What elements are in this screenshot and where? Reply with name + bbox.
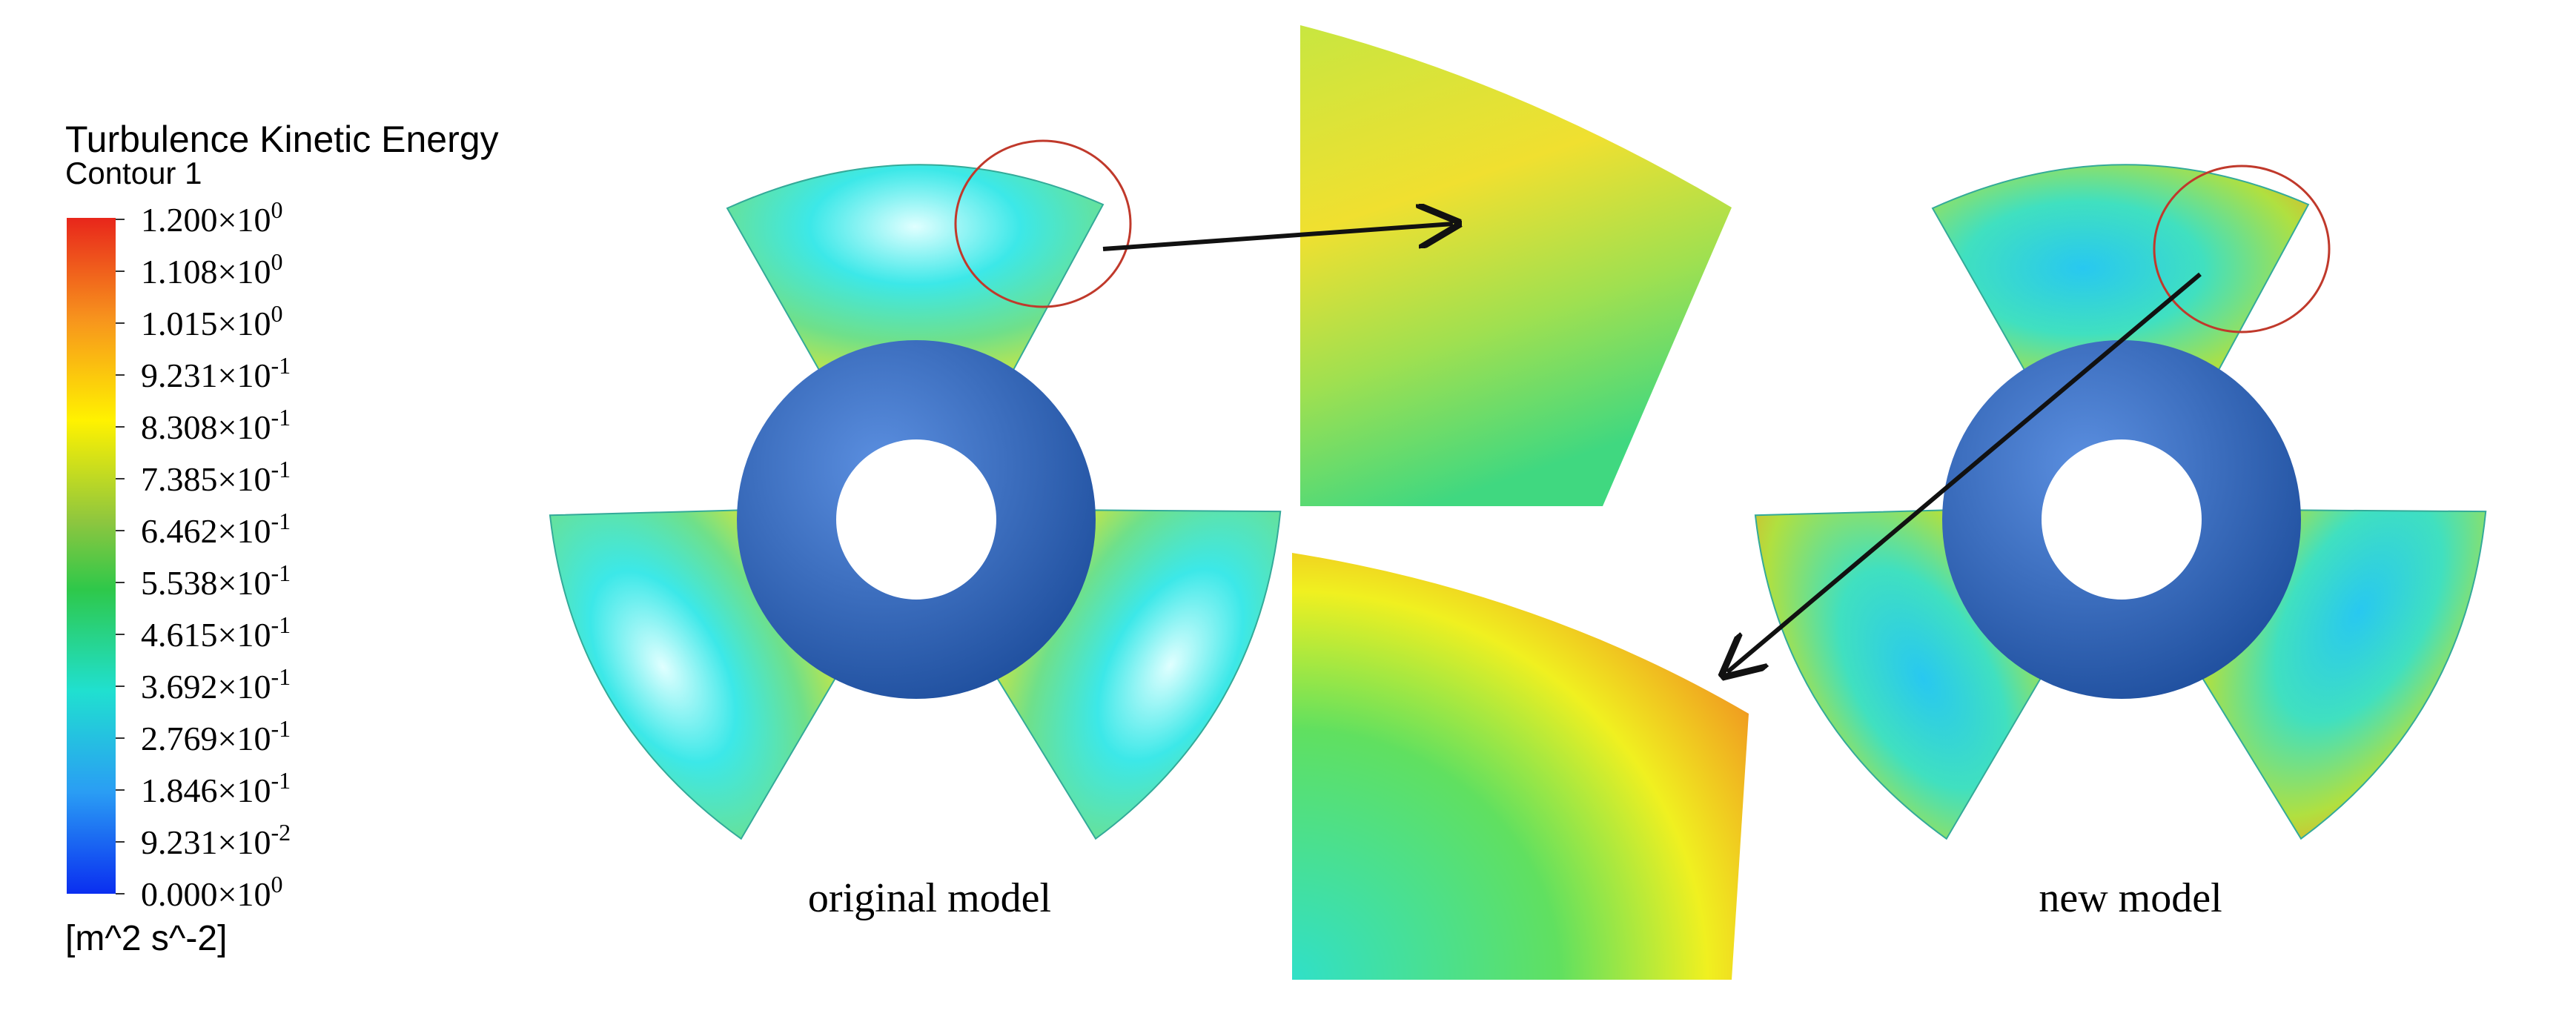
legend-label: 1.108×100 [141,248,282,291]
blade [726,164,1105,372]
legend-label: 3.692×10-1 [141,663,291,706]
arrow [1727,272,2202,672]
legend-label: 0.000×100 [141,871,282,913]
legend-label: 1.015×100 [141,300,282,342]
legend-label: 6.462×10-1 [141,508,291,550]
mantissa: 5.538×10 [141,564,271,602]
legend-label: 1.200×100 [141,196,282,239]
highlight-circle [2153,165,2331,333]
exponent: -1 [271,611,291,638]
mantissa: 7.385×10 [141,460,271,498]
legend-label: 9.231×10-2 [141,819,291,861]
color-bar [67,218,116,894]
legend-label: 1.846×10-1 [141,767,291,809]
exponent: -2 [271,819,291,846]
mantissa: 0.000×10 [141,875,271,913]
hub-hole [2042,439,2202,600]
exponent: 0 [271,248,282,275]
mantissa: 2.769×10 [141,720,271,757]
exponent: 0 [271,871,282,897]
exponent: 0 [271,300,282,327]
mantissa: 8.308×10 [141,408,271,446]
mantissa: 1.846×10 [141,771,271,809]
exponent: -1 [271,404,291,431]
mantissa: 3.692×10 [141,668,271,706]
caption: new model [2039,875,2222,921]
mantissa: 1.015×10 [141,305,271,342]
legend-label: 8.308×10-1 [141,404,291,446]
exponent: -1 [271,508,291,534]
blade [1931,164,2310,372]
arrow [1102,224,1453,251]
exponent: -1 [271,456,291,482]
caption: original model [808,875,1051,921]
zoom-new [1292,553,1749,980]
mantissa: 6.462×10 [141,512,271,550]
exponent: -1 [271,715,291,742]
exponent: -1 [271,352,291,379]
exponent: -1 [271,767,291,794]
mantissa: 9.231×10 [141,356,271,394]
mantissa: 4.615×10 [141,616,271,654]
highlight-circle [954,139,1132,308]
exponent: 0 [271,196,282,223]
legend-labels: 1.200×1001.108×1001.015×1009.231×10-18.3… [116,196,291,913]
legend-label: 4.615×10-1 [141,611,291,654]
new-propeller [1754,164,2487,840]
legend-subtitle: Contour 1 [65,156,202,190]
legend-label: 7.385×10-1 [141,456,291,498]
mantissa: 1.200×10 [141,201,271,239]
hub-hole [836,439,996,600]
mantissa: 1.108×10 [141,253,271,291]
legend-label: 2.769×10-1 [141,715,291,757]
zoom-original [1300,25,1732,506]
legend-title: Turbulence Kinetic Energy [65,119,499,160]
legend-label: 9.231×10-1 [141,352,291,394]
legend-unit: [m^2 s^-2] [65,919,227,958]
mantissa: 9.231×10 [141,823,271,861]
exponent: -1 [271,663,291,690]
original-propeller [549,164,1282,840]
exponent: -1 [271,560,291,586]
legend-label: 5.538×10-1 [141,560,291,602]
